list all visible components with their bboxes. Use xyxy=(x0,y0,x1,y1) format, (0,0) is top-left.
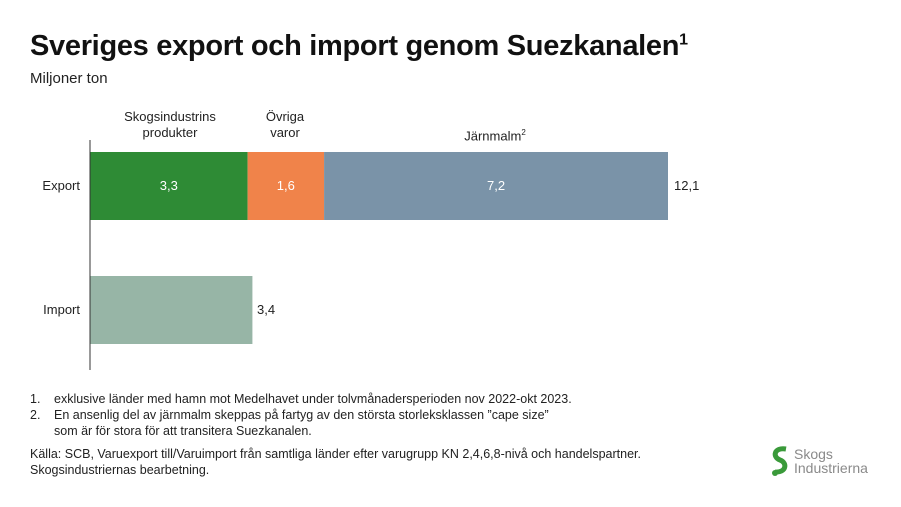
total-import: 3,4 xyxy=(257,302,276,317)
category-label-import: Import xyxy=(43,302,80,317)
data-label: 1,6 xyxy=(276,178,295,193)
data-label: 7,2 xyxy=(486,178,506,193)
chart-subtitle: Miljoner ton xyxy=(30,70,108,87)
bar-export-1 xyxy=(247,152,325,220)
header-jarnmalm: Järnmalm2 xyxy=(464,128,526,144)
header-ovriga: Övriga varor xyxy=(265,109,305,140)
data-label: 3,3 xyxy=(159,178,178,193)
total-export: 12,1 xyxy=(674,178,700,193)
footnotes: 1. exklusive länder med hamn mot Medelhav… xyxy=(30,392,572,438)
skogsindustrierna-logo: Skogs Industrierna xyxy=(770,445,868,477)
bar-import-0 xyxy=(90,276,253,344)
logo-s-icon xyxy=(772,446,788,476)
header-skog: Skogsindustrins produkter xyxy=(124,109,216,140)
bar-export-2 xyxy=(324,152,668,220)
bar-export-0 xyxy=(90,152,248,220)
chart-title: Sveriges export och import genom Suezkan… xyxy=(30,30,688,62)
source-note: Källa: SCB, Varuexport till/Varuimport f… xyxy=(30,447,641,477)
category-label-export: Export xyxy=(42,178,80,193)
